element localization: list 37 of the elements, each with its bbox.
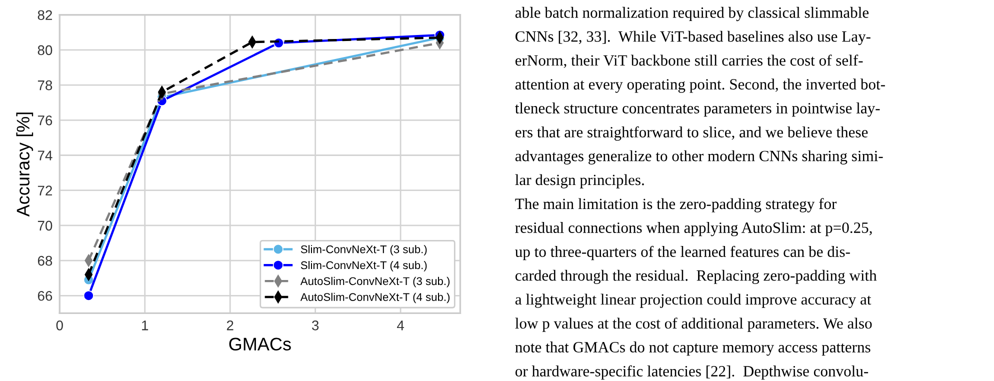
text: attention at every operating point. Second, the inverted bot- (515, 78, 885, 93)
y-tick-label: 66 (38, 290, 52, 301)
legend-label: AutoSlim-ConvNeXt-T (3 sub.) (300, 276, 450, 288)
text: able batch normalization required by classical slimmable (515, 6, 869, 22)
y-tick-label: 78 (38, 80, 52, 90)
legend-label: Slim-ConvNeXt-T (3 sub.) (300, 245, 427, 256)
text: or hardware-specific latencies [22]. Depthwise convolu- (515, 365, 868, 380)
text: residual connections when applying AutoSlim: at p=0.25, (515, 222, 872, 236)
x-axis-title: GMACs (229, 338, 291, 351)
text: carded through the residual. Replacing zero-padding with (515, 270, 877, 284)
text: low p values at the cost of additional parameters. We also (515, 318, 872, 332)
y-tick-label: 72 (38, 186, 52, 196)
legend-label: Slim-ConvNeXt-T (4 sub.) (300, 261, 427, 272)
text: advantages generalize to other modern CNNs sharing simi- (515, 150, 883, 164)
x-tick-label: 0 (56, 320, 63, 330)
text: note that GMACs do not capture memory access patterns (515, 342, 870, 356)
x-tick-label: 3 (312, 320, 319, 330)
text: erNorm, their ViT backbone still carries the cost of self- (516, 54, 863, 68)
x-tick-label: 2 (226, 320, 234, 330)
y-tick-label: 70 (38, 220, 52, 231)
point (83, 290, 94, 301)
x-tick-label: 1 (142, 320, 148, 330)
text: ers that are straightforward to slice, and we believe these (516, 126, 868, 141)
y-tick-label: 68 (38, 256, 52, 266)
text: up to three-quarters of the learned features can be dis- (515, 246, 850, 260)
x-tick-label: 4 (397, 320, 404, 330)
text: CNNs [32, 33]. While ViT-based baselines also use Lay- (516, 30, 870, 45)
legend-label: AutoSlim-ConvNeXt-T (4 sub.) (300, 292, 450, 304)
y-tick-label: 76 (38, 115, 52, 126)
y-tick-label: 82 (38, 10, 52, 20)
y-axis-title: Accuracy [%] (16, 112, 34, 217)
text: The main limitation is the zero-padding strategy for (515, 198, 837, 212)
text: a lightweight linear projection could improve accuracy at (515, 294, 872, 308)
y-tick-label: 80 (38, 45, 52, 56)
y-tick-label: 74 (38, 150, 52, 160)
text: lar design principles. (515, 174, 644, 188)
text: tleneck structure concentrates parameters in pointwise lay- (515, 102, 880, 117)
